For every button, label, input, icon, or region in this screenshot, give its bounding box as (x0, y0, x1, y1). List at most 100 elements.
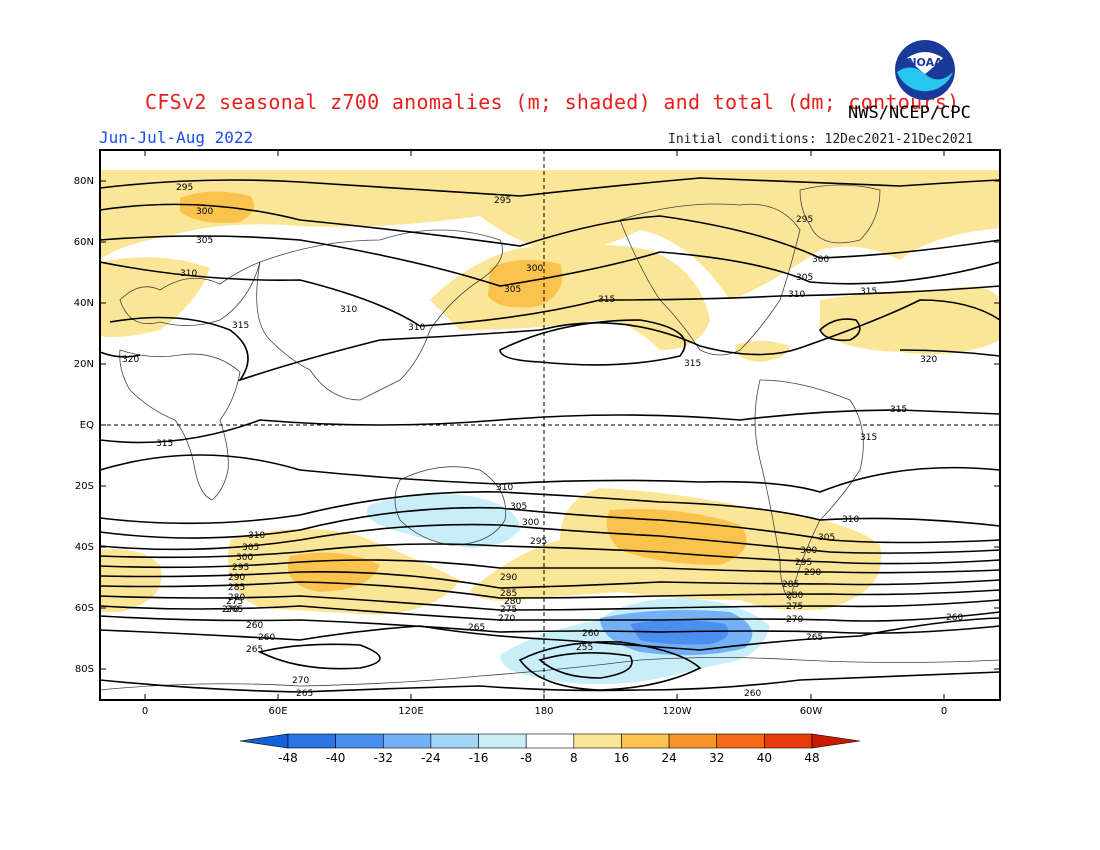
contour-label: 315 (232, 321, 249, 331)
initial-conditions-label: Initial conditions: 12Dec2021-21Dec2021 (668, 132, 974, 147)
longitude-labels: 0 60E 120E 180 120W 60W 0 (142, 706, 947, 717)
contour-label: 265 (806, 633, 823, 643)
lat-label: 60N (74, 237, 94, 248)
anomaly-positive-siberia-core (180, 191, 255, 223)
colorbar-tick-label: 8 (570, 751, 578, 765)
noaa-logo-text: NOAA (907, 56, 943, 69)
coast-africa (119, 349, 241, 501)
colorbar-tick-label: -40 (326, 751, 346, 765)
coast-south-america (754, 379, 864, 601)
contour-label: 280 (786, 591, 803, 601)
contour-315-atlantic-loop (819, 318, 861, 342)
contour-270-south (100, 605, 1000, 622)
coast-australia (394, 466, 507, 546)
lat-label: 80S (75, 664, 94, 675)
contour-label: 285 (782, 580, 799, 590)
contour-label: 280 (504, 597, 521, 607)
colorbar-swatch (668, 733, 718, 749)
lon-label: 180 (534, 706, 553, 717)
contour-260-south (100, 617, 1000, 651)
contour-label: 300 (522, 518, 539, 528)
colorbar-swatch (716, 733, 765, 749)
lon-label: 60W (800, 706, 823, 717)
lat-label: 60S (75, 603, 94, 614)
contour-label: 270 (222, 605, 239, 615)
contour-label: 295 (176, 183, 193, 193)
contour-label: 265 (246, 645, 263, 655)
contour-320-north (100, 349, 1000, 358)
contour-label: 295 (795, 558, 812, 568)
contour-label: 315 (860, 287, 877, 297)
contour-label: 305 (510, 502, 527, 512)
colorbar-right-arrow (811, 733, 861, 749)
reference-lines (100, 150, 1000, 700)
contour-label: 260 (246, 621, 263, 631)
contour-265-coast (100, 671, 1000, 693)
contour-label: 270 (498, 614, 515, 624)
contour-labels: 295 300 305 310 315 320 295 300 305 310 … (122, 183, 963, 699)
contour-295-south (100, 543, 1000, 565)
contour-label: 305 (196, 236, 213, 246)
contour-label: 275 (226, 597, 243, 607)
contour-310-south (100, 491, 1000, 527)
colorbar-swatch (621, 733, 670, 749)
contour-label: 300 (526, 264, 543, 274)
contour-300-north (100, 203, 1000, 259)
colorbar-tick-label: -8 (520, 751, 532, 765)
colorbar-swatch (478, 733, 527, 749)
contour-label: 300 (236, 553, 253, 563)
contour-label: 295 (494, 196, 511, 206)
colorbar-swatch (573, 733, 622, 749)
lat-ticks (100, 180, 1000, 670)
contour-label: 300 (196, 207, 213, 217)
contour-305-south (100, 506, 1000, 544)
anomaly-positive-europe (100, 257, 210, 338)
contour-280-south (100, 581, 1000, 599)
contour-label: 290 (500, 573, 517, 583)
lon-label: 0 (941, 706, 947, 717)
map-title: CFSv2 seasonal z700 anomalies (m; shaded… (145, 90, 960, 114)
contour-315-pacific-loop (499, 319, 686, 366)
lat-label: 20N (74, 359, 94, 370)
contour-label: 320 (920, 355, 937, 365)
noaa-logo: NOAA (895, 40, 955, 100)
colorbar-swatch (525, 733, 575, 749)
contour-label: 265 (226, 605, 243, 615)
contour-label: 260 (582, 629, 599, 639)
coast-asia (256, 229, 503, 401)
contour-label: 300 (800, 546, 817, 556)
colorbar-tick-label: 16 (614, 751, 629, 765)
colorbar: -48 -40 -32 -24 -16 -8 8 16 24 32 40 48 (239, 733, 861, 765)
contour-285-south (100, 571, 1000, 589)
contour-label: 285 (500, 589, 517, 599)
colorbar-swatch (382, 733, 432, 749)
agency-label: NWS/NCEP/CPC (848, 103, 971, 123)
contour-label: 310 (340, 305, 357, 315)
contour-label: 295 (232, 563, 249, 573)
contour-label: 275 (786, 602, 803, 612)
contour-315-tropics (100, 409, 1000, 444)
contour-label: 310 (248, 531, 265, 541)
colorbar-tick-label: 32 (709, 751, 724, 765)
contour-label: 275 (500, 605, 517, 615)
lon-label: 120W (663, 706, 692, 717)
contour-label: 310 (788, 290, 805, 300)
colorbar-tick-label: -16 (469, 751, 489, 765)
anomaly-positive-north-atlantic (820, 286, 1000, 355)
latitude-labels: 80N 60N 40N 20N EQ 20S 40S 60S 80S (74, 176, 94, 675)
contour-label: 305 (242, 543, 259, 553)
contour-315-north (109, 299, 1000, 382)
lon-ticks (144, 150, 945, 700)
lat-label: 40S (75, 542, 94, 553)
contour-305-north (100, 235, 1000, 287)
contour-label: 315 (684, 359, 701, 369)
contour-265-antarctic (257, 643, 381, 670)
contour-label: 315 (598, 295, 615, 305)
contour-255-antarctic (538, 652, 633, 679)
coast-north-america (619, 203, 801, 356)
contour-label: 305 (818, 533, 835, 543)
contour-label: 315 (890, 405, 907, 415)
colorbar-tick-label: -24 (421, 751, 441, 765)
contour-label: 265 (468, 623, 485, 633)
